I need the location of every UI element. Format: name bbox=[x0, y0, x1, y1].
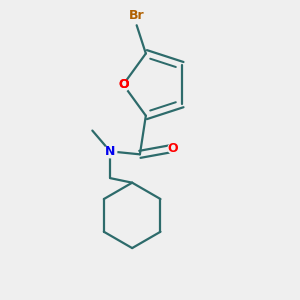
Text: O: O bbox=[118, 78, 129, 91]
Text: N: N bbox=[105, 145, 116, 158]
Text: Br: Br bbox=[129, 9, 145, 22]
Text: O: O bbox=[118, 78, 129, 91]
Text: O: O bbox=[167, 142, 178, 155]
